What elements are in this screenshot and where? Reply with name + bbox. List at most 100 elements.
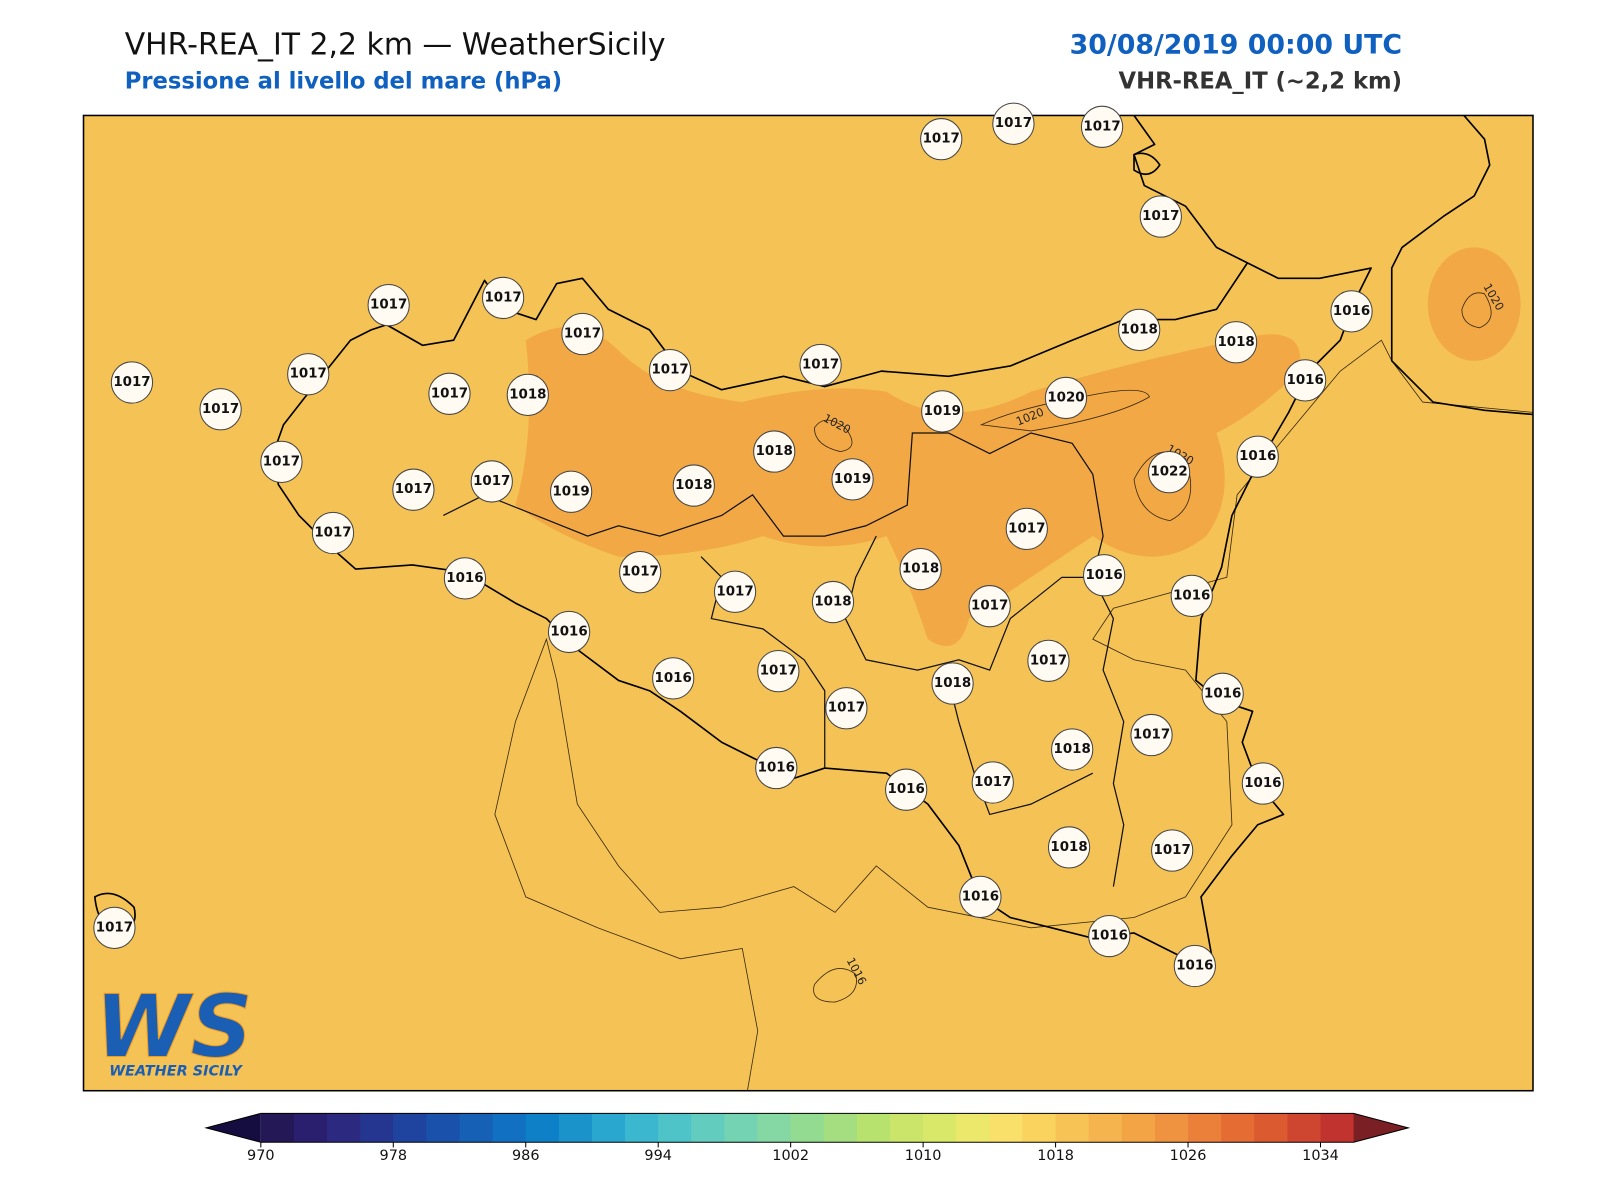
station: 1017 [1080,105,1124,148]
station: 1017 [392,468,435,511]
logo-name: WEATHER SICILY [109,1063,243,1079]
station-pressure: 1017 [923,132,960,147]
colorbar-box [459,1113,494,1143]
colorbar-box [1022,1113,1057,1143]
station-marker [885,768,928,811]
station-marker [713,570,757,613]
station-pressure: 1017 [473,474,510,489]
station: 1017 [799,343,842,387]
station: 1018 [672,464,715,507]
station-marker [392,468,435,511]
station-pressure: 1017 [202,402,239,417]
station-marker [899,547,942,591]
station-marker [549,470,593,513]
station-pressure: 1018 [902,562,939,577]
station-marker [753,430,796,473]
station-marker [1173,944,1216,988]
station-marker [831,458,874,501]
station-pressure: 1019 [834,472,871,487]
station: 1016 [547,610,591,654]
map-frame [82,114,1534,1092]
station-pressure: 1018 [1054,742,1091,757]
station: 1018 [811,580,855,624]
station-marker [619,551,662,594]
station: 1017 [920,118,963,161]
station: 1017 [287,353,330,396]
colorbar: 970 978 986 994 1002 1010 1018 1026 1034 [204,1112,1411,1164]
station-pressure: 1017 [716,584,753,599]
colorbar-tick-label: 994 [644,1148,672,1164]
station-pressure: 1018 [1121,322,1158,337]
station-pressure: 1017 [290,367,327,382]
station-pressure: 1017 [370,298,407,313]
colorbar-box [757,1113,792,1143]
colorbar-box [625,1113,659,1143]
station: 1017 [619,551,662,594]
station: 1017 [93,906,136,949]
colorbar-extend-under [206,1113,261,1143]
station-pressure: 1018 [675,478,712,493]
colorbar-box [426,1113,461,1143]
station-marker [506,373,549,416]
station: 1022 [1147,451,1191,494]
colorbar-box [492,1113,527,1143]
station: 1017 [110,361,154,404]
station: 1016 [1236,435,1279,478]
station-marker [1118,308,1161,352]
station-pressure: 1017 [96,920,133,935]
colorbar-box [293,1113,328,1143]
colorbar-box [956,1113,990,1143]
station: 1019 [549,470,593,513]
station: 1017 [470,460,513,503]
isobar-1020 [814,419,853,452]
station-pressure: 1017 [1133,728,1170,743]
station: 1016 [1284,359,1327,402]
colorbar-box [989,1113,1023,1143]
colorbar-box [260,1113,295,1143]
station: 1017 [561,312,604,356]
station-pressure: 1016 [1173,588,1210,603]
station-pressure: 1017 [484,290,521,305]
station-marker [481,276,525,320]
station: 1017 [260,440,303,483]
station-pressure: 1017 [564,327,601,342]
station: 1018 [1214,321,1258,364]
colorbar-box [1088,1113,1123,1143]
station-pressure: 1017 [1030,653,1067,668]
station-pressure: 1016 [758,761,795,776]
station: 1018 [753,430,796,473]
station: 1018 [506,373,549,416]
station-marker [1088,914,1131,958]
station: 1016 [1241,762,1285,805]
station-pressure: 1017 [1008,521,1045,536]
station-marker [1130,713,1173,757]
title: VHR-REA_IT 2,2 km — WeatherSicily [125,28,666,63]
station-pressure: 1016 [1091,929,1128,944]
station-marker [757,649,800,693]
station-marker [1047,826,1091,869]
station-marker [1082,554,1126,597]
station-marker [1170,574,1213,618]
station: 1017 [1139,195,1182,238]
station-pressure: 1017 [995,116,1032,131]
station-marker [260,440,303,483]
colorbar-tick-label: 978 [380,1148,408,1164]
station-marker [1051,728,1094,771]
station-pressure: 1017 [113,375,150,390]
station-pressure: 1018 [1050,840,1087,855]
station: 1016 [1330,290,1373,333]
station-marker [1236,435,1279,478]
station: 1018 [1051,728,1094,771]
station-marker [428,372,471,415]
colorbar-tick-label: 970 [247,1148,275,1164]
calabria-coastline [1133,115,1533,416]
station: 1017 [971,761,1014,804]
station: 1017 [1027,639,1070,682]
station-pressure: 1018 [1217,335,1254,350]
colorbar-box [327,1113,361,1143]
station-marker [1284,359,1327,402]
station-marker [287,353,330,396]
station: 1017 [481,276,525,320]
station-marker [920,118,963,161]
colorbar-box [393,1113,427,1143]
